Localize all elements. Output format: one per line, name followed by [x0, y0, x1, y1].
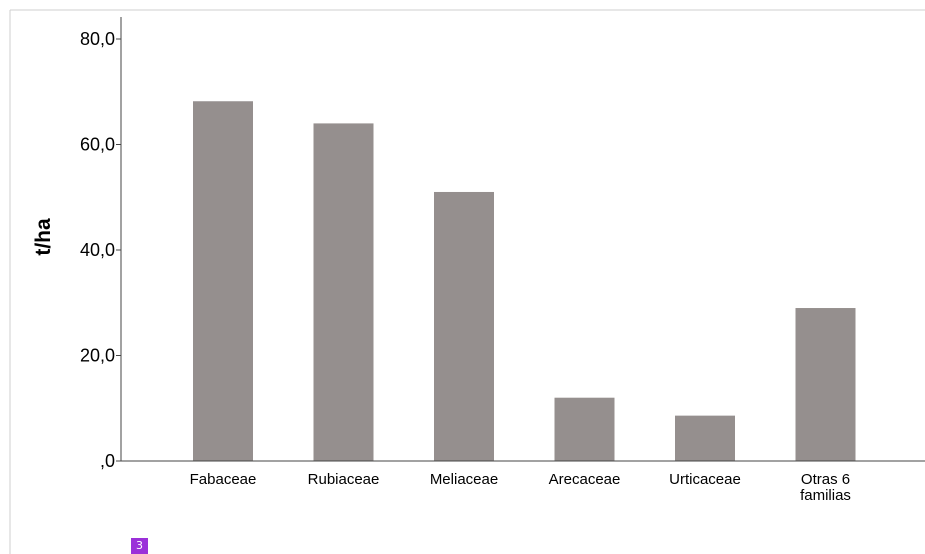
x-axis: Fabaceae Rubiaceae Meliaceae Arecaceae Urtic…: [121, 460, 925, 504]
bar: [434, 191, 494, 461]
y-tick-label: 80,0: [80, 29, 115, 49]
y-axis-title: t/ha: [32, 218, 55, 256]
y-tick-label: 60,0: [80, 135, 115, 155]
y-axis: ,0 20,0 40,0 60,0 80,0: [80, 17, 122, 471]
x-tick-label: Fabaceae: [190, 471, 257, 488]
x-tick-label: Otras 6 familias: [800, 471, 851, 504]
bar: [675, 415, 735, 461]
bar: [193, 101, 253, 462]
bar: [313, 123, 374, 462]
bar: [554, 397, 615, 461]
page-number-badge: 3: [131, 538, 148, 554]
bar: [795, 308, 856, 461]
y-tick-label: ,0: [100, 451, 115, 471]
x-tick-label: Meliaceae: [430, 471, 498, 488]
y-tick-label: 40,0: [80, 240, 115, 260]
x-tick-label: Urticaceae: [669, 471, 741, 488]
x-tick-label: Arecaceae: [549, 471, 621, 488]
bars: [193, 101, 856, 462]
x-tick-label: Rubiaceae: [308, 471, 380, 488]
y-tick-label: 20,0: [80, 346, 115, 366]
